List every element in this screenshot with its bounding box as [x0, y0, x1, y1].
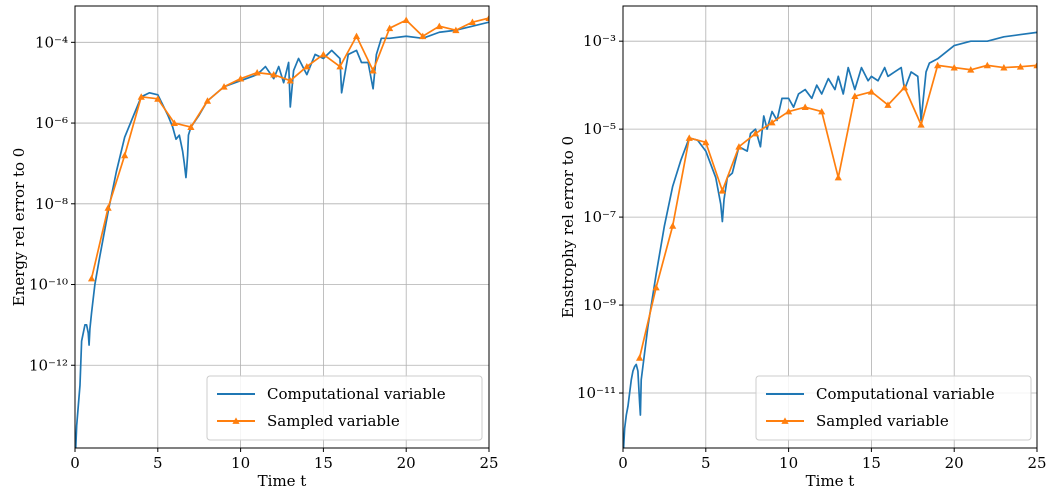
x-tick-label: 25 [1027, 454, 1046, 472]
sampled-point-marker [435, 22, 443, 30]
legend-box [755, 375, 1032, 441]
x-tick-label: 20 [397, 454, 416, 472]
sampled-point-marker [419, 32, 427, 40]
sampled-point-marker [402, 16, 410, 24]
legend: Computational variable Sampled variable [206, 375, 483, 441]
x-tick-label: 25 [479, 454, 498, 472]
sampled-point-marker [917, 121, 925, 128]
sampled-point-marker [137, 93, 145, 100]
x-tick-label: 10 [231, 454, 250, 472]
sampled-point-marker [386, 24, 394, 32]
y-axis-ticks: 10⁻¹¹ 10⁻⁹ 10⁻⁷ 10⁻⁵ 10⁻³ [577, 32, 623, 402]
sampled-point-marker [751, 129, 760, 137]
x-tick-label: 10 [779, 454, 798, 472]
y-tick-label: 10⁻¹² [29, 356, 68, 374]
legend-marker-sampled [781, 417, 789, 424]
x-tick-label: 15 [314, 454, 333, 472]
sampled-point-marker [369, 66, 377, 74]
y-tick-label: 10⁻¹¹ [577, 384, 616, 402]
x-axis-ticks: 0 5 10 15 20 25 [70, 448, 499, 472]
x-axis-label: Time t [806, 472, 855, 490]
legend-label-computational: Computational variable [816, 385, 995, 403]
sampled-point-marker [801, 103, 809, 111]
y-tick-label: 10⁻⁷ [583, 208, 616, 226]
sampled-point-marker [319, 50, 327, 58]
legend-label-computational: Computational variable [267, 385, 446, 403]
sampled-point-marker [220, 83, 228, 90]
sampled-point-marker [967, 66, 975, 73]
y-axis-ticks: 10⁻¹² 10⁻¹⁰ 10⁻⁸ 10⁻⁶ 10⁻⁴ [29, 33, 75, 374]
sampled-point-marker [702, 138, 710, 146]
sampled-point-marker [104, 204, 112, 211]
sampled-point-marker [818, 107, 826, 115]
y-tick-label: 10⁻⁶ [35, 114, 68, 132]
sampled-point-marker [735, 143, 743, 150]
sampled-point-marker [203, 97, 212, 104]
y-tick-label: 10⁻¹⁰ [29, 276, 68, 294]
x-tick-label: 5 [153, 454, 163, 472]
sampled-point-marker [983, 61, 991, 69]
sampled-point-marker [685, 134, 693, 141]
sampled-point-marker [286, 77, 294, 84]
series-line-sampled [638, 64, 1037, 359]
axes-frame [74, 5, 490, 449]
sampled-point-marker [635, 354, 644, 361]
sampled-point-marker [785, 107, 793, 115]
sampled-point-marker [336, 62, 344, 70]
sampled-point-marker [121, 151, 129, 159]
x-axis-ticks: 0 5 10 15 20 25 [618, 448, 1047, 472]
legend: Computational variable Sampled variable [755, 375, 1032, 441]
y-axis-label: Energy rel error to 0 [10, 148, 28, 307]
series-line-sampled [90, 17, 489, 279]
sampled-point-marker [669, 222, 677, 229]
sampled-point-marker [270, 71, 278, 78]
sampled-point-marker [237, 75, 245, 82]
sampled-point-marker [934, 61, 942, 69]
data-curves [75, 14, 489, 448]
sampled-point-marker [1000, 63, 1008, 71]
energy-error-chart: 0 5 10 15 20 25 10⁻¹² 10⁻¹⁰ 10⁻⁸ 10⁻⁶ 10⁻⁴ Time t… [10, 5, 499, 490]
sampled-point-marker [1033, 61, 1037, 69]
legend-marker-sampled [232, 417, 240, 424]
x-tick-label: 0 [70, 454, 80, 472]
legend-box [206, 375, 483, 441]
sampled-point-marker [253, 69, 261, 76]
sampled-point-marker [950, 63, 958, 71]
sampled-point-marker [303, 62, 311, 70]
axes-frame [622, 5, 1038, 449]
x-tick-label: 5 [701, 454, 711, 472]
sampled-point-marker [718, 187, 726, 194]
x-tick-label: 0 [618, 454, 628, 472]
sampled-point-marker [884, 101, 892, 108]
sampled-point-marker [170, 119, 178, 126]
legend-label-sampled: Sampled variable [816, 412, 949, 430]
sampled-point-marker [867, 88, 875, 95]
x-tick-label: 15 [862, 454, 881, 472]
y-tick-label: 10⁻⁸ [35, 195, 68, 213]
data-curves [623, 31, 1037, 448]
y-tick-label: 10⁻⁹ [583, 296, 616, 314]
sampled-point-marker [154, 95, 162, 102]
sampled-point-marker [834, 173, 842, 181]
sampled-point-marker [485, 14, 489, 21]
sampled-point-marker [768, 118, 776, 126]
x-axis-label: Time t [258, 472, 307, 490]
x-tick-label: 20 [945, 454, 964, 472]
sampled-point-marker [87, 274, 96, 282]
y-tick-label: 10⁻⁴ [35, 33, 68, 51]
legend-label-sampled: Sampled variable [267, 412, 400, 430]
sampled-point-marker [900, 83, 909, 91]
sampled-point-marker [352, 32, 361, 40]
y-tick-label: 10⁻³ [583, 32, 616, 50]
y-tick-label: 10⁻⁵ [583, 120, 616, 138]
sampled-point-marker [851, 92, 859, 100]
sampled-point-marker [652, 283, 660, 291]
y-axis-label: Enstrophy rel error to 0 [559, 136, 577, 318]
sampled-point-marker [468, 18, 477, 26]
sampled-point-marker [452, 26, 460, 34]
sampled-point-marker [187, 123, 195, 130]
sampled-point-marker [1016, 63, 1025, 70]
